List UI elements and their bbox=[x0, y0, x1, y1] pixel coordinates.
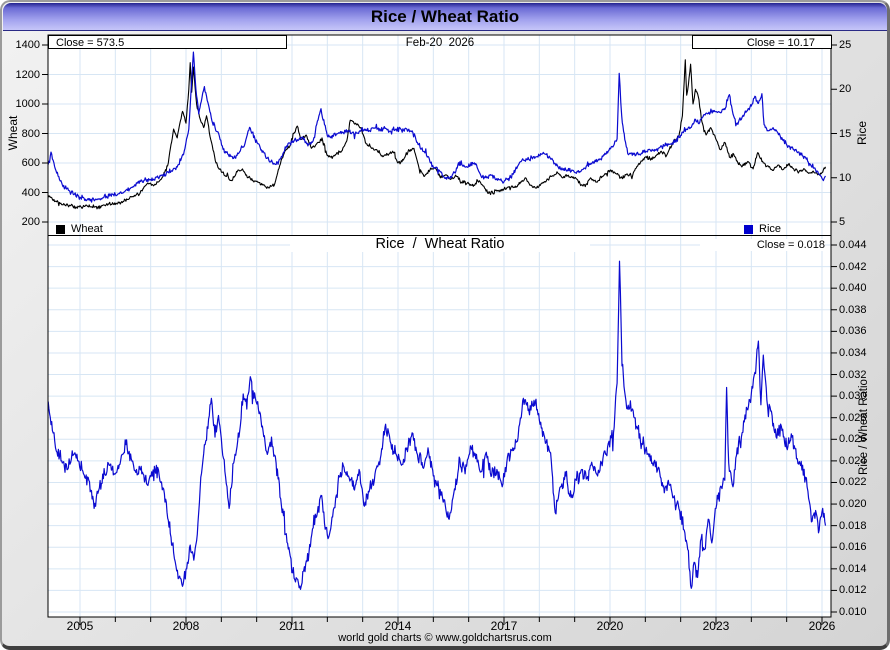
copyright-footer: world gold charts © www.goldchartsrus.co… bbox=[338, 632, 552, 644]
last-date-annotation: Feb-20 2026 bbox=[405, 37, 475, 49]
wheat-axis-name: Wheat bbox=[6, 115, 20, 151]
ratio-panel-title: Rice / Wheat Ratio bbox=[290, 236, 590, 252]
legend-label-rice: Rice bbox=[759, 223, 782, 235]
axis-ticks bbox=[42, 44, 837, 625]
page-title: Rice / Wheat Ratio bbox=[370, 7, 520, 26]
rice-axis-name: Rice bbox=[855, 121, 869, 146]
ratio-close-annotation: Close = 0.018 bbox=[700, 239, 825, 251]
rice-swatch-icon bbox=[744, 224, 753, 234]
bottom-plot-border bbox=[47, 235, 832, 618]
rice-price-line bbox=[48, 51, 827, 203]
legend-item-wheat: Wheat bbox=[56, 223, 103, 235]
legend-item-rice: Rice bbox=[744, 223, 781, 235]
rice-close-annotation: Close = 10.17 bbox=[692, 35, 832, 49]
wheat-swatch-icon bbox=[56, 224, 65, 234]
ratio-line bbox=[48, 260, 827, 590]
ratio-axis-name: Rice / Wheat Ratio bbox=[858, 379, 870, 475]
wheat-close-annotation: Close = 573.5 bbox=[48, 35, 287, 49]
window-title-bar: Rice / Wheat Ratio bbox=[3, 3, 887, 31]
legend-label-wheat: Wheat bbox=[71, 223, 103, 235]
